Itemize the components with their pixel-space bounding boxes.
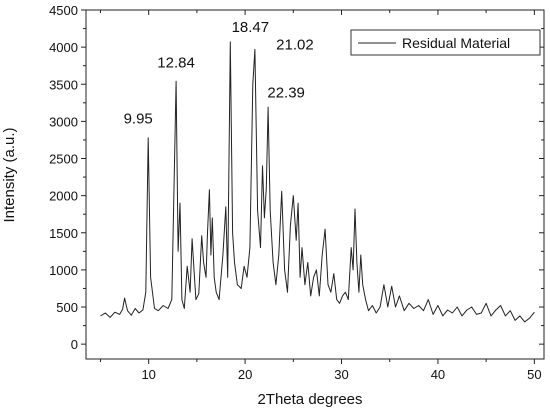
y-tick-label: 4500 <box>49 3 78 18</box>
legend-label: Residual Material <box>402 35 510 51</box>
plot-layer <box>100 41 535 323</box>
labels-layer: 9.95 12.84 18.47 21.02 22.39 <box>124 19 314 128</box>
x-tick-label: 30 <box>334 367 348 382</box>
y-tick-label: 1500 <box>49 226 78 241</box>
y-tick-label: 4000 <box>49 40 78 55</box>
y-tick-label: 3500 <box>49 77 78 92</box>
x-tick-label: 10 <box>141 367 155 382</box>
x-tick-label: 50 <box>527 367 541 382</box>
plot-frame <box>85 9 545 360</box>
y-tick-label: 500 <box>56 300 78 315</box>
x-tick-label: 40 <box>431 367 445 382</box>
peak-label: 22.39 <box>267 84 305 101</box>
peak-label: 21.02 <box>276 36 314 53</box>
peak-label: 12.84 <box>157 54 195 71</box>
peak-label: 18.47 <box>232 19 270 36</box>
y-tick-label: 1000 <box>49 263 78 278</box>
legend: Residual Material <box>350 29 541 56</box>
axes-layer: 10 20 30 40 50050010001500200025003000350040… <box>49 3 545 382</box>
y-tick-label: 2500 <box>49 152 78 167</box>
series-line <box>100 41 535 323</box>
x-axis-title: 2Theta degrees <box>257 391 362 408</box>
y-tick-label: 2000 <box>49 189 78 204</box>
y-tick-label: 0 <box>71 337 78 352</box>
y-tick-label: 3000 <box>49 114 78 129</box>
x-tick-label: 20 <box>238 367 252 382</box>
y-axis-title: Intensity (a.u.) <box>1 127 18 222</box>
peak-label: 9.95 <box>124 111 153 128</box>
